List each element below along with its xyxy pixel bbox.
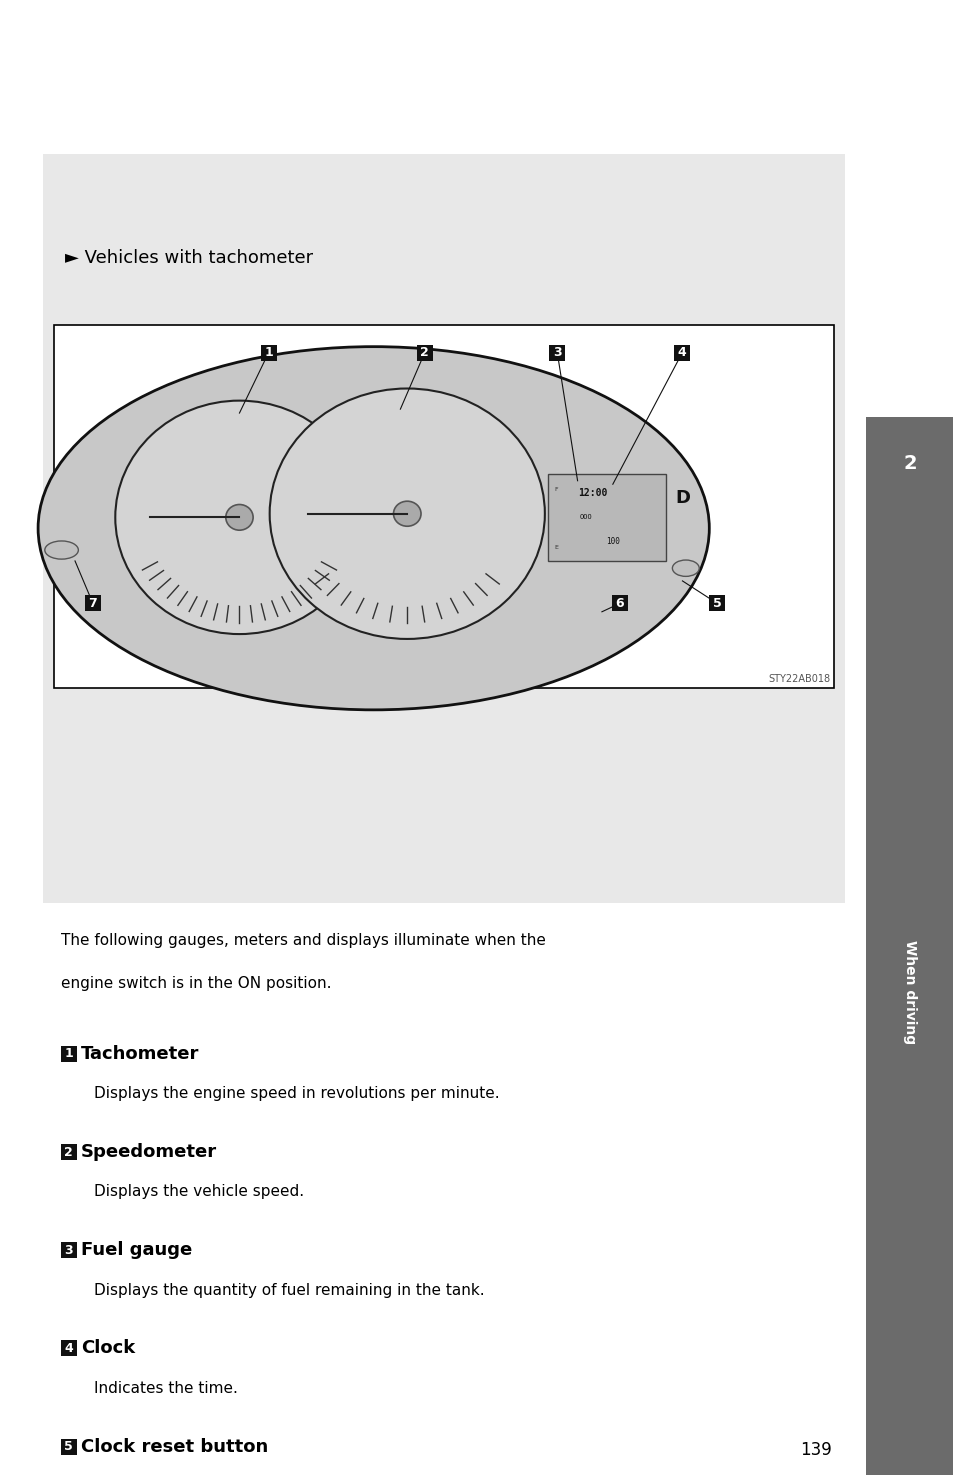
Text: Clock: Clock: [81, 1339, 134, 1357]
Bar: [416, 345, 432, 361]
Bar: [43, 153, 843, 903]
Text: Clock reset button: Clock reset button: [81, 1438, 268, 1456]
Bar: [61, 1341, 76, 1357]
Text: 3: 3: [64, 1243, 72, 1257]
Text: 1: 1: [64, 1047, 73, 1061]
Text: F: F: [554, 487, 558, 493]
Bar: [865, 417, 953, 509]
Text: Displays the engine speed in revolutions per minute.: Displays the engine speed in revolutions…: [93, 1086, 498, 1102]
Text: STY22AB018: STY22AB018: [767, 674, 829, 684]
Bar: [549, 345, 565, 361]
Text: OOO: OOO: [578, 515, 592, 521]
Text: Displays the quantity of fuel remaining in the tank.: Displays the quantity of fuel remaining …: [93, 1283, 484, 1298]
Bar: [61, 1438, 76, 1454]
Text: D: D: [675, 490, 690, 507]
Bar: [674, 345, 689, 361]
Ellipse shape: [38, 347, 709, 709]
Text: 2: 2: [64, 1146, 73, 1158]
Text: 139: 139: [799, 1441, 831, 1459]
Bar: [85, 596, 101, 612]
Bar: [61, 1046, 76, 1062]
Text: 1: 1: [264, 347, 273, 360]
Text: 12:00: 12:00: [578, 488, 607, 499]
Bar: [709, 596, 724, 612]
Text: 2-2. Instrument cluster: 2-2. Instrument cluster: [26, 32, 225, 47]
Text: Indicates the time.: Indicates the time.: [93, 1381, 237, 1395]
Ellipse shape: [115, 401, 363, 634]
Text: Displays the vehicle speed.: Displays the vehicle speed.: [93, 1184, 303, 1199]
Bar: [53, 324, 833, 687]
Bar: [865, 509, 953, 1475]
Text: 5: 5: [712, 597, 720, 611]
Text: 2: 2: [902, 454, 916, 472]
Bar: [548, 473, 665, 560]
Text: Gauges and meters: Gauges and meters: [26, 65, 330, 93]
Text: engine switch is in the ON position.: engine switch is in the ON position.: [61, 976, 331, 991]
Text: Speedometer: Speedometer: [81, 1143, 216, 1161]
Ellipse shape: [393, 502, 420, 527]
Text: When driving: When driving: [902, 940, 916, 1044]
Text: 5: 5: [64, 1440, 73, 1453]
Text: E: E: [554, 546, 558, 550]
Bar: [260, 345, 276, 361]
Text: 2: 2: [420, 347, 429, 360]
Text: 6: 6: [615, 597, 623, 611]
Text: 7: 7: [89, 597, 97, 611]
Text: ► Vehicles with tachometer: ► Vehicles with tachometer: [65, 249, 313, 267]
Text: 4: 4: [677, 347, 686, 360]
Text: 100: 100: [605, 537, 619, 546]
Text: The following gauges, meters and displays illuminate when the: The following gauges, meters and display…: [61, 932, 545, 948]
Ellipse shape: [672, 560, 699, 577]
Bar: [61, 1242, 76, 1258]
Bar: [61, 1145, 76, 1159]
Text: 3: 3: [553, 347, 561, 360]
Text: Fuel gauge: Fuel gauge: [81, 1242, 192, 1260]
Ellipse shape: [45, 541, 78, 559]
Ellipse shape: [270, 388, 544, 639]
Text: 4: 4: [64, 1342, 73, 1356]
Text: Tachometer: Tachometer: [81, 1044, 199, 1063]
Bar: [611, 596, 627, 612]
Ellipse shape: [226, 504, 253, 530]
